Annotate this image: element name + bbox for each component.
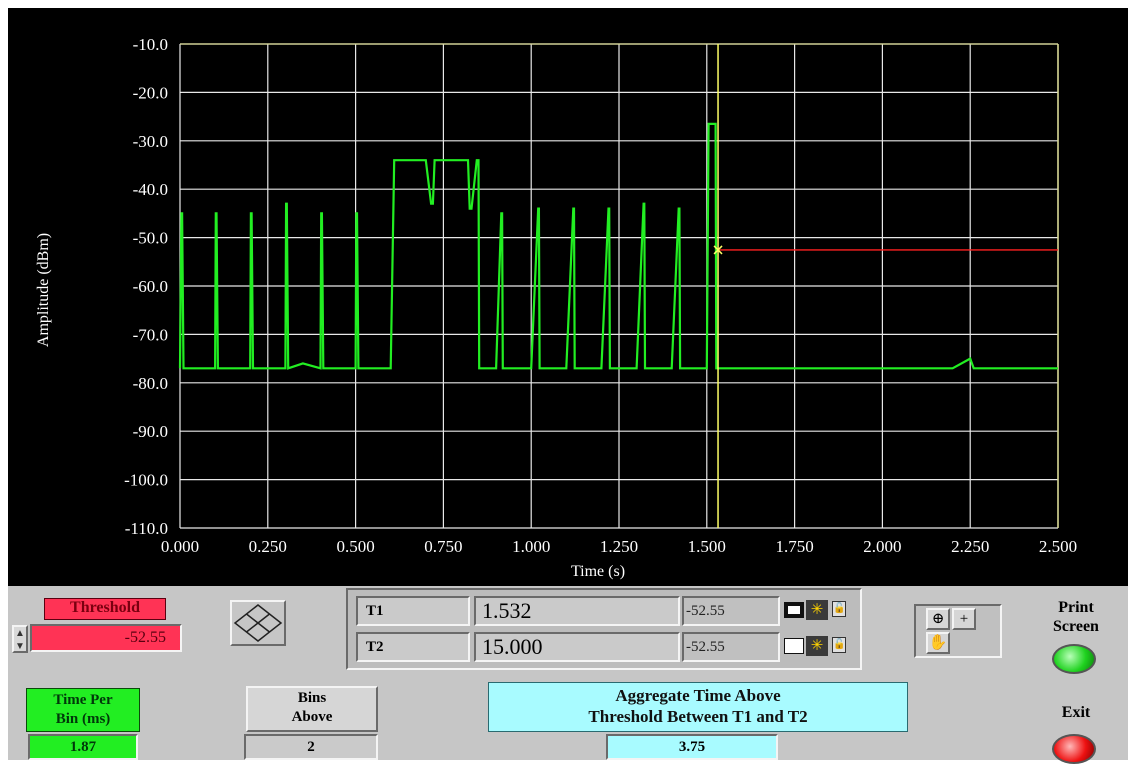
y-tick-label: -110.0 — [125, 519, 168, 538]
cursor-style-swatch[interactable] — [784, 638, 804, 654]
increment-arrow-icon[interactable]: ▲ — [15, 628, 25, 639]
y-tick-label: -40.0 — [133, 180, 168, 199]
cursor-time[interactable]: 1.532 — [474, 596, 680, 626]
crosshair-plus-icon[interactable]: + — [952, 608, 976, 630]
x-tick-label: 1.250 — [600, 537, 638, 556]
x-axis-label: Time (s) — [571, 563, 625, 580]
amplitude-chart[interactable]: 0.000 0.250 0.500 0.750 1.000 1.250 1.500 1.750… — [8, 8, 1128, 586]
print-screen-button[interactable] — [1052, 644, 1096, 674]
x-tick-label: 1.000 — [512, 537, 550, 556]
bins-above-label: Bins Above — [246, 686, 378, 732]
print-screen-label: Print Screen — [1026, 598, 1126, 636]
cursor-marker[interactable] — [713, 245, 723, 255]
cursor-name: T2 — [356, 632, 470, 662]
crosshair-icon[interactable]: ✳ — [806, 636, 828, 656]
lock-icon[interactable]: 🔓 — [832, 637, 846, 653]
plot-area[interactable]: 0.000 0.250 0.500 0.750 1.000 1.250 1.500 1.750… — [8, 8, 1128, 586]
aggregate-time-text: Aggregate Time Above Threshold Between T… — [588, 686, 808, 726]
x-tick-label: 1.500 — [688, 537, 726, 556]
y-tick-label: -50.0 — [133, 229, 168, 248]
y-tick-label: -30.0 — [133, 132, 168, 151]
aggregate-time-value: 3.75 — [606, 734, 778, 760]
cursor-style-swatch[interactable] — [784, 602, 804, 618]
tick-labels: 0.000 0.250 0.500 0.750 1.000 1.250 1.500 1.750… — [124, 35, 1077, 556]
x-tick-label: 2.000 — [863, 537, 901, 556]
cursor-time[interactable]: 15.000 — [474, 632, 680, 662]
amplitude-trace — [178, 122, 1058, 370]
cursor-row-t1[interactable]: T1 1.532 -52.55 ✳ 🔓 — [356, 596, 856, 628]
control-panel: Threshold ▲ ▼ -52.55 T1 1.532 -52.55 ✳ 🔓… — [8, 586, 1128, 764]
cursor-move-button[interactable] — [230, 600, 286, 646]
threshold-label: Threshold — [44, 598, 166, 620]
y-tick-label: -60.0 — [133, 277, 168, 296]
threshold-input[interactable]: -52.55 — [30, 624, 182, 652]
y-tick-label: -70.0 — [133, 325, 168, 344]
print-screen-text: Print Screen — [1053, 599, 1099, 635]
y-tick-label: -90.0 — [133, 422, 168, 441]
x-tick-label: 0.250 — [249, 537, 287, 556]
grid — [179, 43, 1059, 529]
bins-above-value: 2 — [244, 734, 378, 760]
cursor-legend: T1 1.532 -52.55 ✳ 🔓 T2 15.000 -52.55 ✳ 🔓 — [346, 588, 862, 670]
cursor-amplitude: -52.55 — [682, 596, 780, 626]
overlay-layer — [713, 44, 1058, 528]
y-tick-label: -100.0 — [124, 471, 168, 490]
x-tick-label: 2.500 — [1039, 537, 1077, 556]
crosshair-icon[interactable]: ✳ — [806, 600, 828, 620]
x-tick-label: 0.750 — [424, 537, 462, 556]
x-tick-label: 0.500 — [336, 537, 374, 556]
lock-icon[interactable]: 🔓 — [832, 601, 846, 617]
x-tick-label: 2.250 — [951, 537, 989, 556]
time-per-bin-value: 1.87 — [28, 734, 138, 760]
x-tick-label: 1.750 — [775, 537, 813, 556]
time-per-bin-text: Time Per Bin (ms) — [53, 692, 113, 727]
y-tick-label: -10.0 — [133, 35, 168, 54]
cursor-row-t2[interactable]: T2 15.000 -52.55 ✳ 🔓 — [356, 632, 856, 664]
y-tick-label: -80.0 — [133, 374, 168, 393]
trace-layer — [178, 122, 1058, 370]
diamond-move-icon — [233, 604, 283, 642]
time-per-bin-label: Time Per Bin (ms) — [26, 688, 140, 732]
y-axis-label: Amplitude (dBm) — [35, 233, 52, 347]
x-tick-label: 0.000 — [161, 537, 199, 556]
threshold-stepper[interactable]: ▲ ▼ — [12, 625, 28, 653]
decrement-arrow-icon[interactable]: ▼ — [15, 641, 25, 652]
zoom-icon[interactable]: ⊕ — [926, 608, 950, 630]
cursor-amplitude: -52.55 — [682, 632, 780, 662]
y-tick-label: -20.0 — [133, 83, 168, 102]
cursor-name: T1 — [356, 596, 470, 626]
graph-palette: ⊕ + ✋ — [914, 604, 1002, 658]
pan-hand-icon[interactable]: ✋ — [926, 632, 950, 654]
aggregate-time-label: Aggregate Time Above Threshold Between T… — [488, 682, 908, 732]
exit-label: Exit — [1061, 704, 1091, 721]
bins-above-text: Bins Above — [291, 690, 333, 725]
